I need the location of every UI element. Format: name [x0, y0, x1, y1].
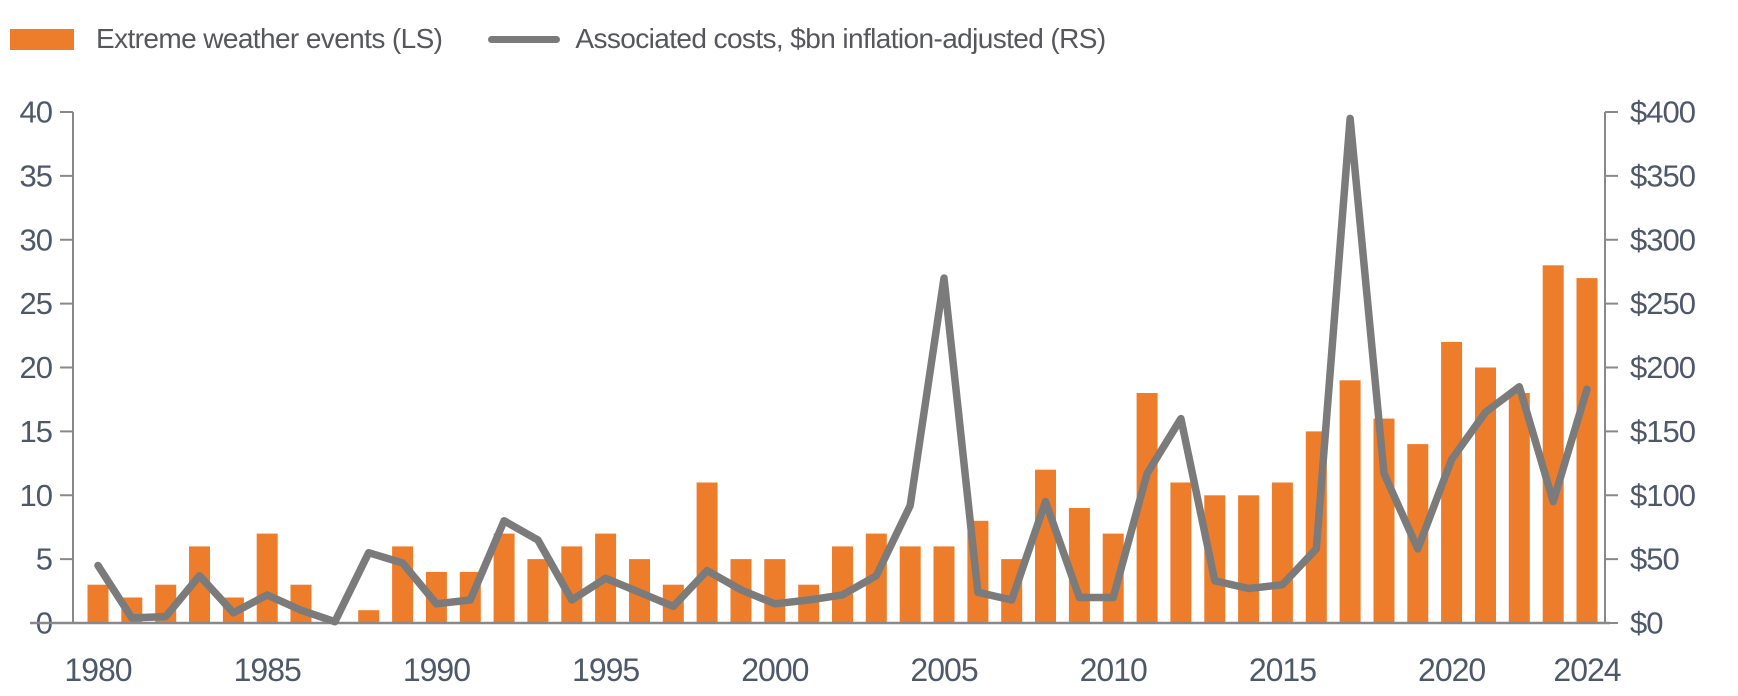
left-tick-label: 30 — [20, 222, 53, 257]
right-tick-label: $300 — [1630, 222, 1696, 257]
right-tick-label: $350 — [1630, 158, 1696, 193]
bar-2023 — [1542, 265, 1564, 623]
bar-1990 — [425, 571, 447, 623]
bar-2024 — [1576, 278, 1598, 623]
bar-2015 — [1271, 482, 1293, 623]
cost-line — [94, 114, 1591, 626]
bar-2008 — [1035, 469, 1056, 623]
right-tick-label: $0 — [1630, 606, 1663, 641]
left-tick-label: 20 — [20, 350, 53, 385]
bar-1983 — [189, 546, 210, 624]
right-tick-label: $200 — [1630, 350, 1696, 385]
bar-2019 — [1407, 444, 1429, 623]
bar-2021 — [1475, 367, 1496, 623]
year-label-2010: 2010 — [1080, 652, 1147, 688]
year-label-2000: 2000 — [741, 652, 808, 688]
year-label-2024: 2024 — [1553, 652, 1620, 688]
year-label-2015: 2015 — [1249, 652, 1316, 688]
bar-2020 — [1441, 341, 1463, 623]
bar-2000 — [764, 559, 786, 623]
bar-1992 — [493, 533, 515, 623]
right-tick-label: $50 — [1630, 542, 1679, 577]
right-tick-label: $400 — [1630, 95, 1696, 130]
year-label-1995: 1995 — [572, 652, 639, 688]
bar-1993 — [527, 559, 549, 623]
bar-2012 — [1170, 482, 1192, 623]
left-tick-label: 25 — [20, 286, 52, 321]
year-label-2020: 2020 — [1418, 652, 1485, 688]
bar-2004 — [899, 546, 921, 624]
bar-2014 — [1238, 495, 1260, 624]
bar-1988 — [358, 610, 380, 623]
year-label-1990: 1990 — [403, 652, 470, 688]
left-tick-label: 15 — [20, 414, 52, 449]
left-tick-label: 40 — [20, 95, 53, 130]
right-tick-label: $100 — [1630, 478, 1696, 513]
bar-2013 — [1204, 495, 1226, 624]
bar-2002 — [832, 546, 853, 624]
year-label-2005: 2005 — [910, 652, 977, 688]
right-tick-label: $150 — [1630, 414, 1696, 449]
legend-bar-swatch — [10, 28, 74, 50]
bar-2001 — [798, 584, 820, 623]
legend-series1-label: Extreme weather events (LS) — [96, 23, 443, 54]
bar-2018 — [1373, 418, 1395, 623]
year-label-1980: 1980 — [64, 652, 131, 688]
legend-series2-label: Associated costs, $bn inflation-adjusted… — [575, 23, 1106, 54]
bar-2005 — [933, 546, 955, 624]
bar-2022 — [1508, 393, 1530, 623]
year-label-1985: 1985 — [234, 652, 301, 688]
bar-1994 — [561, 546, 583, 624]
right-tick-label: $250 — [1630, 286, 1696, 321]
bar-1985 — [256, 533, 278, 623]
bar-1998 — [696, 482, 718, 623]
legend: Extreme weather events (LS) Associated c… — [10, 22, 1106, 56]
bar-2011 — [1136, 393, 1158, 623]
left-tick-label: 35 — [20, 158, 52, 193]
bar-2017 — [1339, 380, 1361, 623]
legend-line-swatch — [488, 35, 561, 43]
bar-1980 — [87, 584, 109, 623]
left-tick-label: 10 — [20, 478, 53, 513]
left-tick-label: 5 — [36, 542, 52, 577]
